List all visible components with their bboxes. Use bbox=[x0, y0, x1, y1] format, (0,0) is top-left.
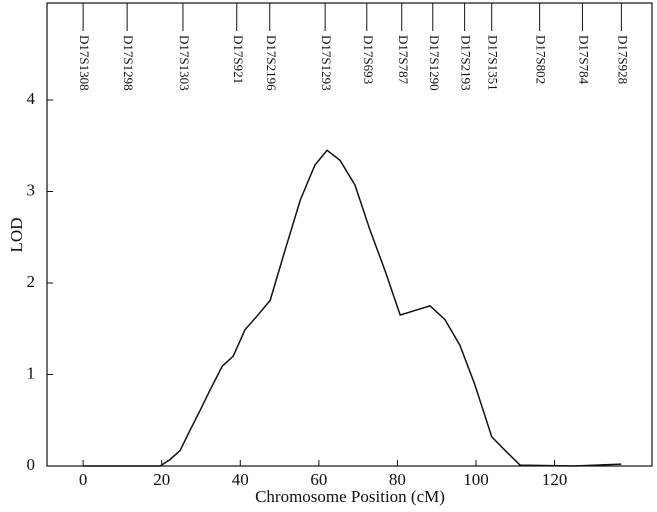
marker-label: D17S1303 bbox=[177, 35, 192, 91]
y-tick-label: 0 bbox=[27, 455, 36, 474]
y-tick-label: 2 bbox=[27, 272, 36, 291]
marker-label: D17S1298 bbox=[121, 35, 136, 91]
marker-label: D17S787 bbox=[396, 35, 411, 85]
y-tick-label: 1 bbox=[27, 363, 36, 382]
x-axis-label: Chromosome Position (cM) bbox=[255, 487, 445, 506]
x-tick-label: 100 bbox=[463, 470, 489, 489]
x-tick-label: 120 bbox=[542, 470, 568, 489]
marker-label: D17S1351 bbox=[486, 35, 501, 91]
plot-frame bbox=[46, 2, 653, 467]
marker-label: D17S2196 bbox=[264, 35, 279, 91]
marker-label: D17S2193 bbox=[459, 35, 474, 91]
y-tick-label: 3 bbox=[27, 180, 36, 199]
marker-label: D17S928 bbox=[615, 35, 630, 84]
marker-label: D17S921 bbox=[231, 35, 246, 84]
lod-curve bbox=[83, 149, 622, 467]
marker-label: D17S693 bbox=[361, 35, 376, 84]
marker-label: D17S1290 bbox=[427, 35, 442, 91]
x-tick-label: 60 bbox=[310, 470, 327, 489]
marker-label: D17S802 bbox=[534, 35, 549, 84]
x-tick-label: 80 bbox=[389, 470, 406, 489]
marker-label: D17S1293 bbox=[319, 35, 334, 91]
marker-label: D17S784 bbox=[576, 35, 591, 85]
y-tick-label: 4 bbox=[27, 89, 36, 108]
x-tick-label: 0 bbox=[79, 470, 88, 489]
x-tick-label: 40 bbox=[232, 470, 249, 489]
y-axis-label: LOD bbox=[7, 218, 26, 253]
marker-label: D17S1308 bbox=[77, 35, 92, 91]
x-tick-label: 20 bbox=[153, 470, 170, 489]
